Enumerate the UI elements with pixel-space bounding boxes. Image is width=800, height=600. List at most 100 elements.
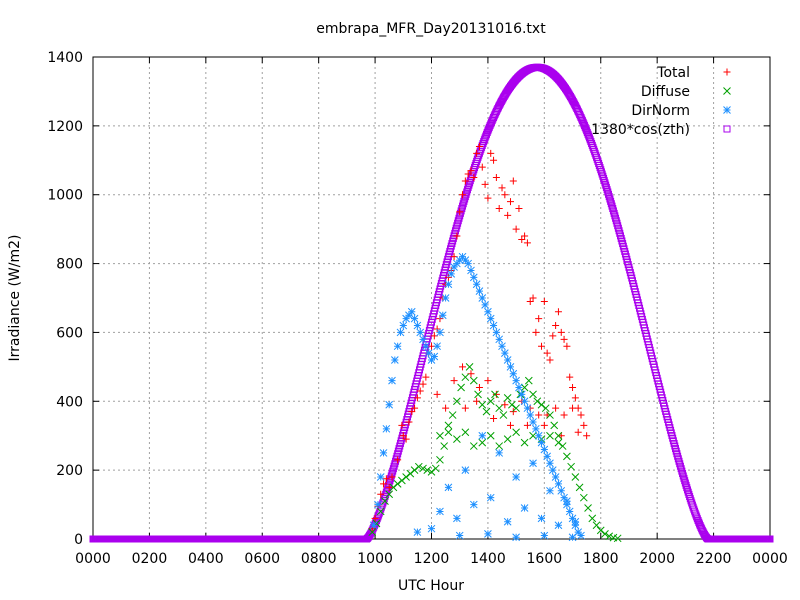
diffuse-point [550, 421, 559, 430]
clear-sky-point [386, 477, 394, 485]
total-point [554, 308, 562, 316]
dirnorm-point [503, 517, 512, 526]
legend-label-dirnorm: DirNorm [631, 103, 690, 119]
diffuse-point [389, 483, 398, 492]
diffuse-point [469, 442, 478, 450]
dirnorm-point [444, 280, 453, 289]
total-point [433, 390, 441, 398]
legend: Total Diffuse DirNorm 1380*cos(zth) [591, 65, 731, 138]
legend-marker-diffuse [723, 87, 731, 95]
x-tick-label: 0000 [75, 551, 111, 567]
clear-sky-point [387, 472, 395, 480]
x-tick-label: 0000 [752, 551, 788, 567]
total-point [450, 377, 458, 385]
clear-sky-point [685, 490, 693, 498]
dirnorm-point [399, 321, 408, 330]
clear-sky-point [684, 488, 692, 496]
y-axis-label: Irradiance (W/m2) [7, 235, 23, 362]
diffuse-point [486, 397, 495, 406]
total-point [419, 380, 427, 388]
x-tick-label: 2200 [696, 551, 732, 567]
dirnorm-point [498, 342, 506, 351]
total-point [523, 239, 531, 247]
total-point [459, 191, 467, 199]
total-point [515, 204, 523, 212]
diffuse-point [596, 526, 605, 535]
dirnorm-point [438, 311, 447, 320]
x-tick-label: 1600 [527, 551, 563, 567]
diffuse-point [554, 431, 563, 440]
diffuse-point [563, 452, 571, 461]
dirnorm-point [517, 390, 526, 399]
clear-sky-point [607, 197, 615, 205]
clear-sky-point [683, 484, 691, 492]
clear-sky-point [681, 479, 689, 487]
x-tick-label: 0800 [301, 551, 337, 567]
dirnorm-point [410, 314, 419, 323]
dirnorm-point [554, 521, 563, 530]
legend-marker-total [723, 68, 731, 76]
total-point [580, 421, 588, 429]
diffuse-point [546, 411, 554, 419]
legend-marker-dirnorm [723, 106, 731, 114]
diffuse-point [512, 428, 520, 437]
total-point [484, 377, 492, 385]
total-point [394, 456, 402, 464]
total-point [560, 411, 568, 419]
dirnorm-point [376, 473, 385, 481]
clear-sky-point [481, 134, 489, 142]
clear-sky-point [598, 170, 606, 178]
total-point [475, 384, 483, 392]
dirnorm-point [413, 528, 422, 536]
total-point [475, 143, 483, 151]
total-point [382, 475, 390, 483]
diffuse-point [465, 363, 474, 371]
dirnorm-point [520, 504, 529, 512]
diffuse-point [381, 497, 389, 505]
total-point [467, 167, 475, 175]
total-point [453, 232, 461, 240]
diffuse-point [499, 411, 508, 419]
grid [93, 57, 770, 539]
clear-sky-point [466, 179, 474, 187]
total-point [388, 473, 396, 481]
y-tick-label: 1200 [47, 119, 83, 135]
dirnorm-point [478, 431, 487, 440]
dirnorm-point [469, 273, 478, 282]
diffuse-point [368, 528, 377, 536]
clear-sky-point [459, 200, 467, 208]
diffuse-point [406, 469, 415, 478]
clear-sky-point [480, 136, 488, 144]
diffuse-point [457, 383, 465, 392]
clear-sky-point [454, 219, 462, 227]
total-point [557, 328, 565, 336]
diffuse-point [495, 404, 504, 413]
diffuse-point [444, 421, 453, 430]
dirnorm-point [563, 497, 571, 505]
dirnorm-point [419, 335, 427, 344]
dirnorm-point [436, 328, 444, 337]
diffuse-point [436, 455, 444, 464]
clear-sky-point [584, 130, 592, 138]
legend-label-diffuse: Diffuse [641, 84, 690, 100]
diffuse-point [537, 400, 546, 409]
diffuse-point [398, 476, 406, 485]
dirnorm-point [374, 500, 382, 509]
diffuse-point [613, 534, 622, 543]
diffuse-point [541, 404, 550, 413]
diffuse-point [529, 390, 537, 399]
clear-sky-point [611, 212, 619, 220]
total-point [560, 335, 568, 343]
total-point [459, 363, 467, 371]
total-point [492, 390, 500, 398]
diffuse-point [436, 431, 444, 440]
total-point [470, 174, 478, 181]
clear-sky-point [613, 219, 621, 227]
diffuse-point [482, 407, 491, 416]
total-point [461, 177, 469, 185]
total-point [583, 432, 591, 440]
clear-sky-point [676, 460, 684, 468]
diffuse-point [376, 507, 385, 516]
y-tick-label: 800 [56, 257, 83, 273]
dirnorm-point [472, 280, 481, 289]
